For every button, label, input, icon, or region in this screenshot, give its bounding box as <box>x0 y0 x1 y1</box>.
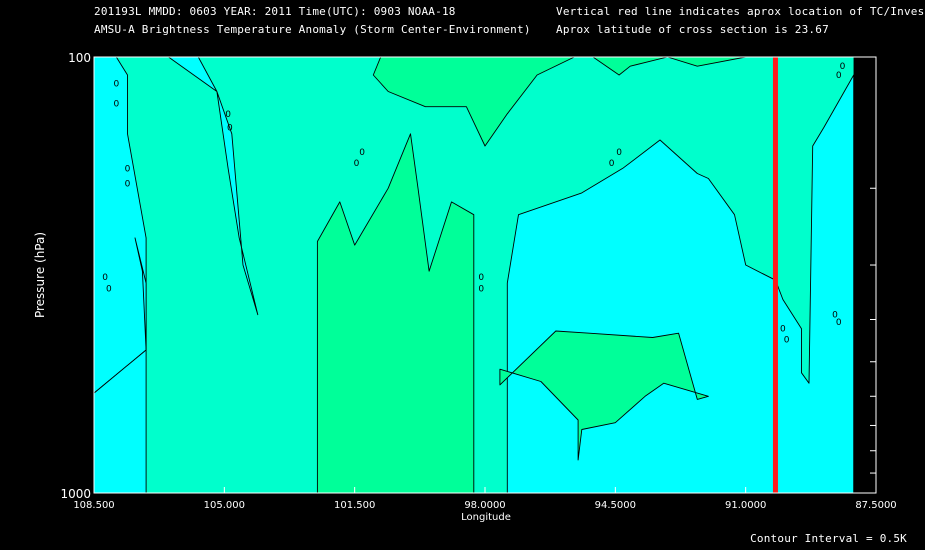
contour-region-green-2 <box>354 57 575 147</box>
contour-region-green-4 <box>499 330 709 461</box>
contour-label: 0 <box>113 79 119 89</box>
header-tc-note: Vertical red line indicates aprox locati… <box>556 5 925 18</box>
x-tick-label: 91.0000 <box>725 500 766 511</box>
contour-region-cyan-2 <box>168 57 259 316</box>
x-tick-label: 94.5000 <box>595 500 636 511</box>
y-axis-label: Pressure (hPa) <box>33 232 47 318</box>
contour-label: 0 <box>102 273 108 283</box>
contour-label: 0 <box>113 100 119 110</box>
contour-label: 0 <box>225 110 231 120</box>
contour-interval-note: Contour Interval = 0.5K <box>750 532 907 545</box>
header-run-info: 201193L MMDD: 0603 YEAR: 2011 Time(UTC):… <box>94 5 456 18</box>
contour-label: 0 <box>840 62 846 72</box>
contour-label: 0 <box>616 148 622 158</box>
y-tick-label: 100 <box>68 51 91 65</box>
contour-label: 0 <box>836 71 842 81</box>
contour-label: 0 <box>836 318 842 328</box>
contour-label: 0 <box>227 123 233 133</box>
contour-region-green-1 <box>316 133 475 493</box>
x-tick-label: 108.500 <box>73 500 114 511</box>
contour-label: 0 <box>478 285 484 295</box>
x-tick-label: 98.0000 <box>464 500 505 511</box>
contour-label: 0 <box>478 273 484 283</box>
x-tick-label: 101.500 <box>334 500 375 511</box>
contour-region-cyan-3 <box>94 237 147 493</box>
contour-region-green-3 <box>592 57 747 76</box>
contour-label: 0 <box>125 164 131 174</box>
contour-label: 0 <box>832 311 838 321</box>
contour-label: 0 <box>354 159 360 169</box>
header-latitude-note: Aprox latitude of cross section is 23.67 <box>556 23 829 36</box>
x-tick-label: 87.5000 <box>855 500 896 511</box>
header-product-title: AMSU-A Brightness Temperature Anomaly (S… <box>94 23 531 36</box>
contour-label: 0 <box>106 285 112 295</box>
contour-label: 0 <box>609 159 615 169</box>
x-tick-label: 105.000 <box>204 500 245 511</box>
contour-label: 0 <box>125 179 131 189</box>
contour-label: 0 <box>780 325 786 335</box>
y-tick-label: 1000 <box>60 487 91 501</box>
contour-label: 0 <box>784 336 790 346</box>
contour-label: 0 <box>359 148 365 158</box>
x-axis-label: Longitude <box>461 512 511 523</box>
no-data-strip <box>853 57 876 493</box>
